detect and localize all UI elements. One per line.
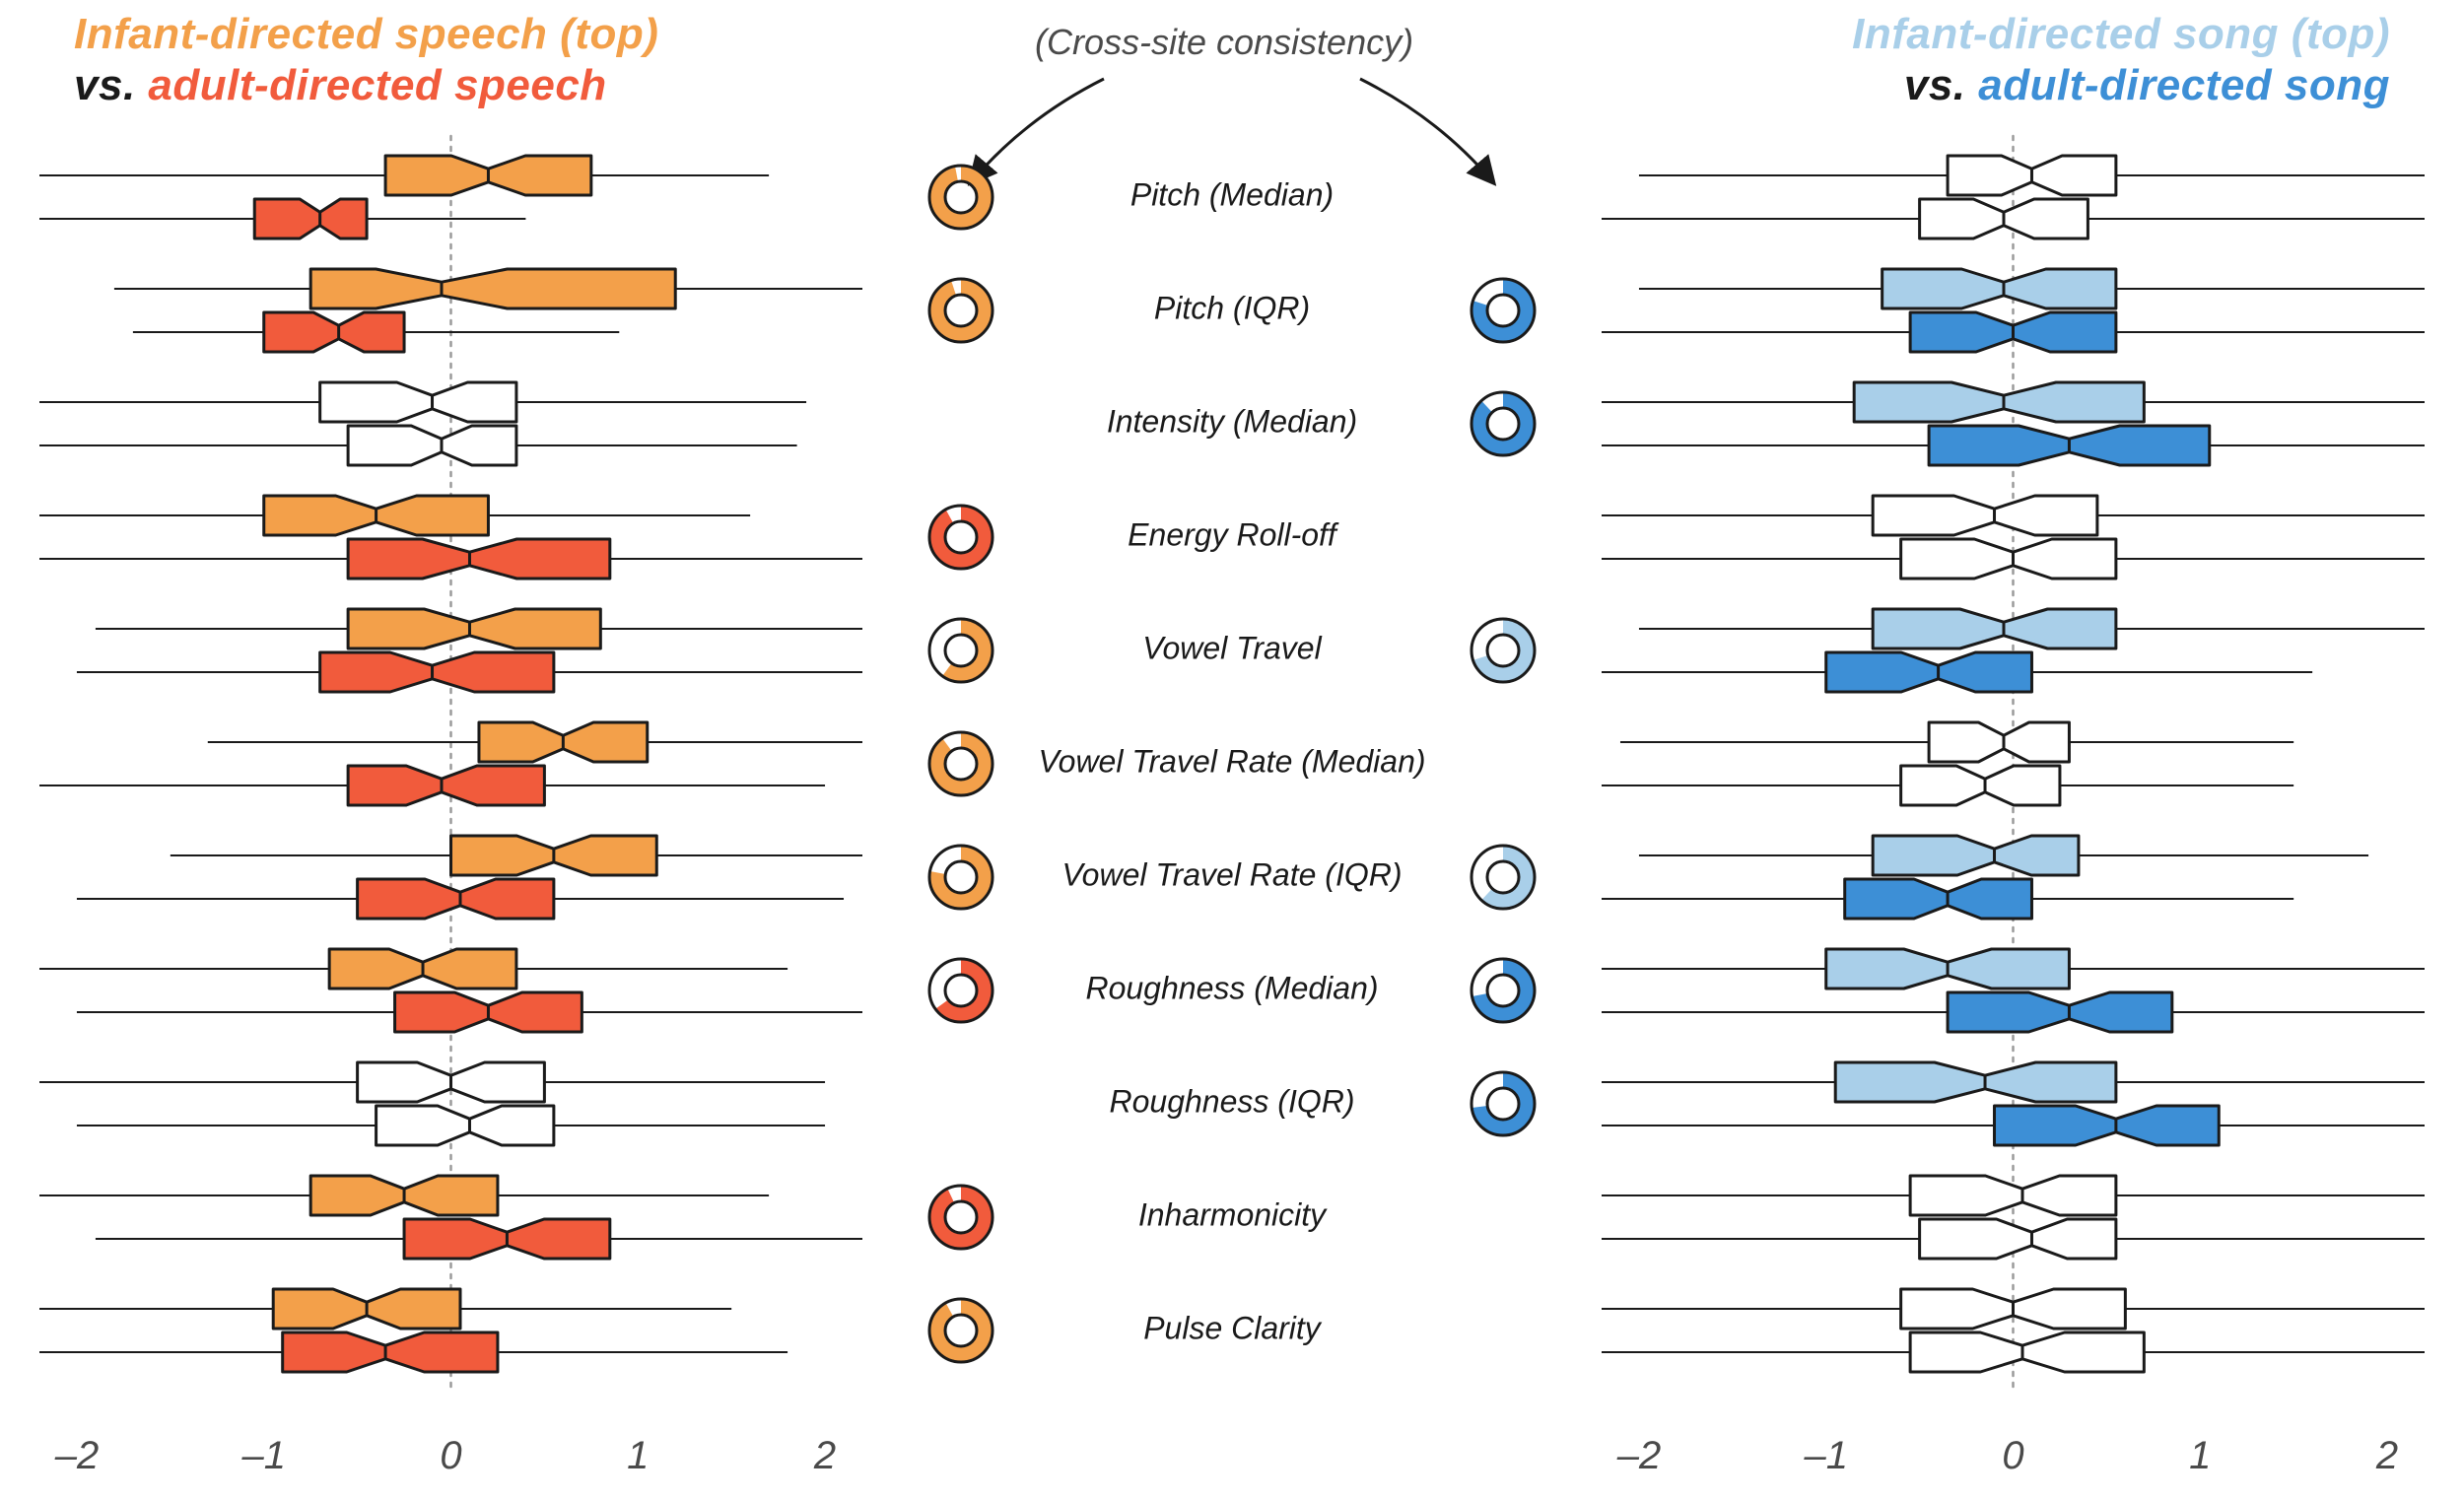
svg-text:1: 1 (627, 1434, 649, 1477)
svg-text:Energy Roll-off: Energy Roll-off (1128, 516, 1339, 552)
right-title-line2: vs. adult-directed song (1904, 61, 2390, 111)
svg-text:0: 0 (2002, 1434, 2023, 1477)
svg-text:–1: –1 (1803, 1434, 1848, 1477)
right-title-line1: Infant-directed song (top) (1852, 10, 2390, 60)
right-title-2b: adult-directed song (1978, 61, 2390, 109)
left-title-1a: Infant-directed speech (74, 10, 547, 58)
right-title-1a: Infant-directed song (1852, 10, 2279, 58)
svg-text:Pitch (IQR): Pitch (IQR) (1154, 290, 1310, 325)
svg-text:2: 2 (813, 1434, 836, 1477)
left-title-2a: vs. (74, 61, 148, 109)
figure-stage: Infant-directed speech (top) vs. adult-d… (0, 0, 2464, 1501)
svg-text:2: 2 (2375, 1434, 2398, 1477)
svg-text:Roughness (Median): Roughness (Median) (1085, 970, 1378, 1005)
svg-text:Vowel Travel Rate (IQR): Vowel Travel Rate (IQR) (1062, 856, 1403, 892)
left-title-line1: Infant-directed speech (top) (74, 10, 658, 60)
left-title-1b: (top) (547, 10, 658, 58)
svg-text:–1: –1 (240, 1434, 286, 1477)
svg-text:–2: –2 (54, 1434, 100, 1477)
left-title-line2: vs. adult-directed speech (74, 61, 607, 111)
svg-text:1: 1 (2189, 1434, 2211, 1477)
svg-text:0: 0 (440, 1434, 461, 1477)
svg-text:Inharmonicity: Inharmonicity (1138, 1196, 1328, 1232)
svg-text:Pulse Clarity: Pulse Clarity (1143, 1310, 1323, 1345)
svg-text:Intensity (Median): Intensity (Median) (1107, 403, 1357, 439)
svg-text:Vowel Travel Rate (Median): Vowel Travel Rate (Median) (1038, 743, 1425, 779)
svg-text:Roughness (IQR): Roughness (IQR) (1110, 1083, 1355, 1119)
svg-text:Vowel Travel: Vowel Travel (1142, 630, 1322, 665)
svg-text:–2: –2 (1616, 1434, 1662, 1477)
svg-text:Pitch (Median): Pitch (Median) (1130, 176, 1334, 212)
center-title: (Cross-site consistency) (1035, 22, 1413, 63)
figure-svg: Pitch (Median) Pitch (IQR) Intensity (Medi… (0, 0, 2464, 1501)
right-title-1b: (top) (2279, 10, 2390, 58)
left-title-2b: adult-directed speech (148, 61, 606, 109)
right-title-2a: vs. (1904, 61, 1978, 109)
